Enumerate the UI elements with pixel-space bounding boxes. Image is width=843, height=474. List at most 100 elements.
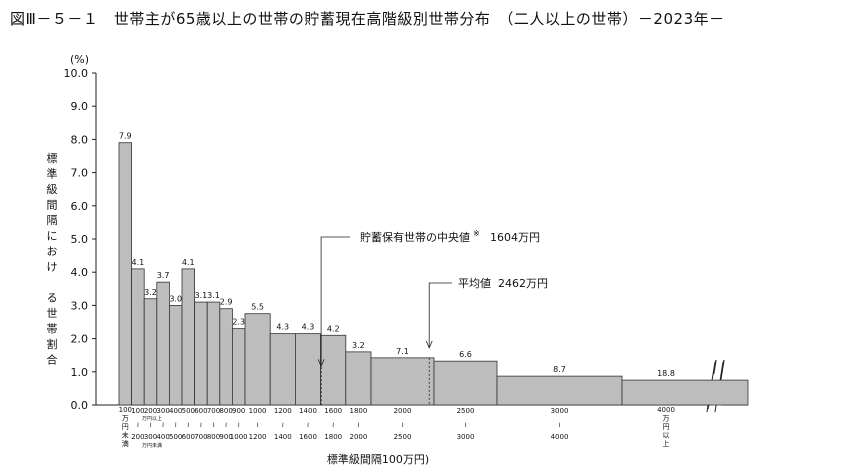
x-category-label: 満 (122, 440, 129, 448)
x-category-bottom: 1600 (299, 433, 317, 441)
x-category-bottom: 700 (194, 433, 207, 441)
x-category-bottom: 600 (182, 433, 195, 441)
x-category-tilde: ≀ (464, 421, 467, 429)
y-axis-label-char: 級 (47, 183, 58, 196)
x-category-top: 1600 (324, 407, 342, 415)
histogram-bar (320, 334, 347, 406)
y-axis-label-char: 帯 (47, 323, 58, 336)
x-category-top: 400 (169, 407, 182, 415)
median-arrowhead (317, 359, 325, 368)
y-tick-label: 3.0 (71, 299, 89, 312)
y-tick-label: 6.0 (71, 200, 89, 213)
x-category-bottom: 2000 (349, 433, 367, 441)
histogram-bar (621, 379, 749, 406)
x-category-bottom: 1000 (230, 433, 248, 441)
x-category-tilde: ≀ (200, 421, 203, 429)
x-category-tilde: ≀ (357, 421, 360, 429)
y-tick-label: 5.0 (71, 233, 89, 246)
histogram-bar (244, 313, 271, 406)
x-category-tilde: ≀ (256, 421, 259, 429)
y-axis-label-char: 合 (47, 353, 58, 367)
x-category-top: 200 (144, 407, 157, 415)
bar-value-label: 3.2 (352, 341, 365, 350)
x-category-label: 未 (122, 431, 129, 440)
histogram-bar (181, 268, 195, 406)
x-category-tilde: ≀ (307, 421, 310, 429)
histogram-bar (194, 301, 208, 406)
y-tick-label: 9.0 (71, 100, 89, 113)
y-tick-label: 8.0 (71, 133, 89, 146)
median-note-mark: ※ (473, 229, 480, 238)
x-category-top: 100 (131, 407, 144, 415)
bar-value-label: 8.7 (553, 365, 566, 374)
y-axis-label-char: け (47, 261, 58, 274)
x-category-bottom: 400 (156, 433, 169, 441)
x-category-tilde: ≀ (401, 421, 404, 429)
y-tick-label: 2.0 (71, 333, 89, 346)
x-small-note: 万円未満 (142, 442, 162, 449)
mean-value: 2462万円 (498, 277, 548, 290)
y-tick-label: 1.0 (71, 366, 89, 379)
bar-value-label: 4.2 (327, 324, 340, 333)
y-tick-label: 7.0 (71, 167, 89, 180)
x-category-label: 100 (119, 406, 132, 414)
bar-value-label: 3.2 (144, 288, 157, 297)
x-category-top: 700 (207, 407, 220, 415)
histogram-bar (345, 351, 372, 406)
chart-title: 図Ⅲ－５－１ 世帯主が65歳以上の世帯の貯蓄現在高階級別世帯分布 （二人以上の世… (10, 10, 725, 28)
x-category-top: 3000 (551, 407, 569, 415)
x-category-tilde: ≀ (187, 421, 190, 429)
y-axis-label-char: 間 (47, 199, 58, 212)
x-category-tilde: ≀ (558, 421, 561, 429)
bar-value-label: 5.5 (251, 303, 264, 312)
x-category-label: 上 (663, 439, 670, 448)
bar-value-label: 4.3 (302, 323, 315, 332)
histogram-bar (433, 360, 498, 406)
bar-value-label: 3.7 (157, 271, 170, 280)
x-category-bottom: 1800 (324, 433, 342, 441)
histogram-bar (118, 142, 132, 406)
x-category-tilde: ≀ (281, 421, 284, 429)
x-category-bottom: 800 (207, 433, 220, 441)
x-category-tilde: ≀ (174, 421, 177, 429)
x-category-tilde: ≀ (162, 421, 165, 429)
histogram-bar (370, 357, 435, 406)
x-small-note: 万円以上 (142, 415, 162, 422)
histogram-bar (496, 375, 623, 406)
histogram-bar (219, 308, 233, 406)
x-category-top: 300 (156, 407, 169, 415)
bar-value-label: 3.1 (207, 291, 220, 300)
y-axis-label-char: お (47, 245, 58, 258)
x-category-tilde: ≀ (137, 421, 140, 429)
histogram-bar (206, 301, 221, 406)
x-category-top: 600 (194, 407, 207, 415)
mean-arrowhead (425, 340, 433, 349)
y-tick-label: 4.0 (71, 266, 89, 279)
x-category-top: 2500 (457, 407, 475, 415)
bar-value-label: 6.6 (459, 350, 472, 359)
x-category-tilde: ≀ (225, 421, 228, 429)
x-category-tilde: ≀ (212, 421, 215, 429)
y-axis-label-char: 隔 (47, 214, 58, 227)
histogram-bar (143, 298, 158, 406)
x-category-tilde: ≀ (149, 421, 152, 429)
x-category-top: 1400 (299, 407, 317, 415)
x-category-bottom: 1200 (249, 433, 267, 441)
y-tick-label: 0.0 (71, 399, 89, 412)
y-axis-label-char: る (47, 292, 58, 305)
bar-value-label: 3.0 (169, 294, 182, 303)
x-category-top: 800 (219, 407, 232, 415)
x-category-top: 900 (232, 407, 245, 415)
bar-value-label: 4.1 (182, 258, 195, 267)
x-category-label: 万 (122, 415, 129, 423)
x-category-bottom: 200 (131, 433, 144, 441)
bar-value-label: 4.3 (276, 323, 289, 332)
x-category-bottom: 4000 (551, 433, 569, 441)
x-category-label: 円 (122, 423, 129, 431)
x-category-top: 500 (182, 407, 195, 415)
bar-value-label: 4.1 (132, 258, 145, 267)
y-axis-label-char: 割 (47, 337, 58, 351)
y-axis-label-char: 標 (47, 151, 58, 165)
histogram-bar (269, 333, 296, 406)
x-category-tilde: ≀ (237, 421, 240, 429)
